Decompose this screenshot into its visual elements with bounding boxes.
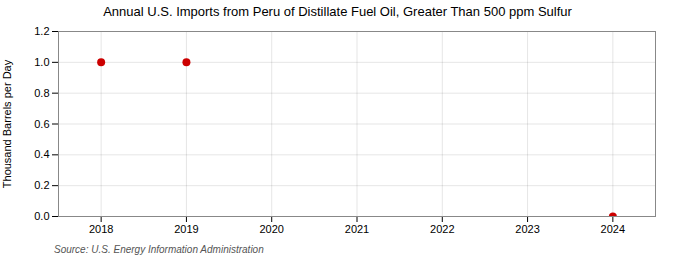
- svg-text:2023: 2023: [515, 223, 539, 235]
- svg-text:1.0: 1.0: [34, 56, 49, 68]
- svg-text:0.0: 0.0: [34, 210, 49, 222]
- html-text:Source: U.S. Energy Informatio: Source: U.S. Energy Information Administ…: [54, 244, 264, 255]
- svg-text:Thousand Barrels per Day: Thousand Barrels per Day: [1, 59, 13, 188]
- svg-text:0.4: 0.4: [34, 148, 49, 160]
- html-text:Annual U.S. Imports from Peru: Annual U.S. Imports from Peru of Distill…: [103, 4, 572, 19]
- svg-text:0.6: 0.6: [34, 118, 49, 130]
- svg-text:2019: 2019: [174, 223, 198, 235]
- svg-text:2018: 2018: [89, 223, 113, 235]
- svg-text:2020: 2020: [259, 223, 283, 235]
- svg-text:2022: 2022: [430, 223, 454, 235]
- svg-text:2024: 2024: [601, 223, 625, 235]
- svg-text:2021: 2021: [345, 223, 369, 235]
- svg-text:1.2: 1.2: [34, 25, 49, 37]
- svg-text:0.2: 0.2: [34, 179, 49, 191]
- svg-text:0.8: 0.8: [34, 87, 49, 99]
